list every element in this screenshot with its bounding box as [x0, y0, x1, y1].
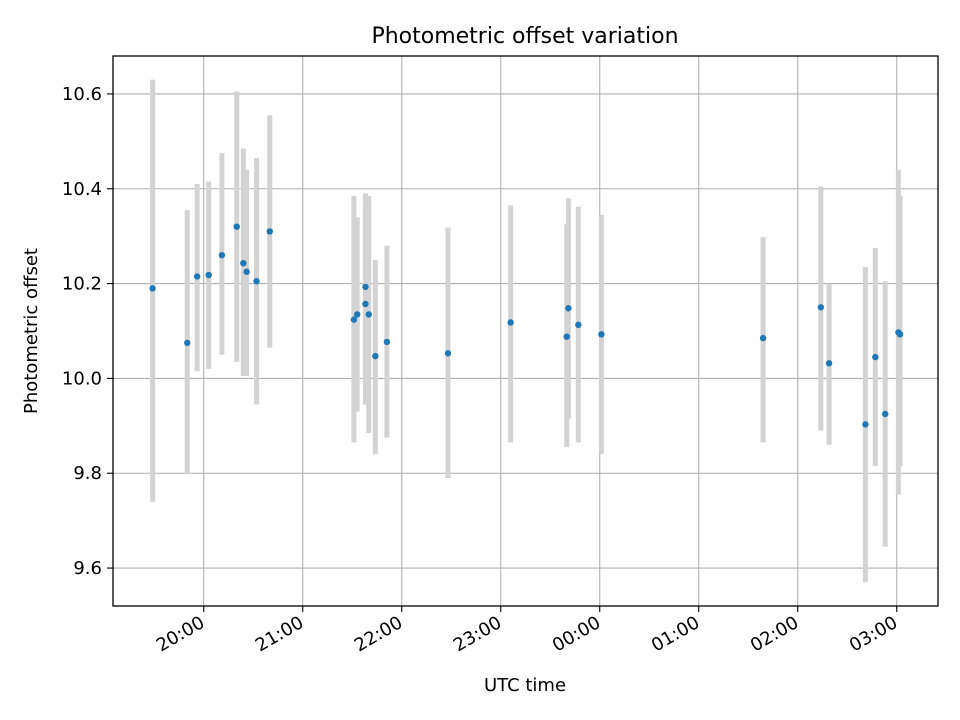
data-point: [565, 305, 572, 312]
plot-frame: [112, 55, 939, 607]
data-point: [218, 251, 226, 259]
data-point: [205, 271, 212, 279]
y-tick-label: 9.8: [73, 463, 102, 484]
data-point: [817, 304, 825, 311]
data-point: [365, 311, 372, 318]
y-tick-label: 10.0: [62, 368, 102, 389]
data-points: [149, 223, 904, 428]
y-tick-label: 10.4: [62, 179, 102, 200]
data-point: [896, 331, 904, 338]
data-point: [266, 228, 273, 235]
data-point: [372, 352, 379, 360]
data-point: [184, 339, 191, 347]
data-point: [882, 410, 889, 418]
y-axis-label: Photometric offset: [21, 248, 42, 414]
data-point: [149, 285, 156, 292]
data-point: [240, 259, 247, 267]
data-point: [243, 268, 250, 275]
data-point: [362, 283, 369, 291]
x-axis-label: UTC time: [484, 675, 566, 696]
data-point: [872, 353, 879, 361]
data-point: [350, 316, 358, 323]
data-point: [759, 334, 767, 342]
data-point: [862, 421, 869, 428]
data-point: [563, 333, 570, 340]
data-point: [507, 319, 514, 326]
data-point: [354, 311, 361, 318]
data-point: [575, 321, 582, 329]
data-point: [825, 360, 833, 367]
y-tick-label: 9.6: [73, 558, 102, 579]
data-point: [233, 223, 240, 230]
chart-title: Photometric offset variation: [371, 24, 678, 49]
data-point: [598, 331, 605, 338]
data-point: [383, 338, 391, 346]
data-point: [362, 300, 369, 308]
y-tick-label: 10.2: [62, 274, 102, 295]
y-axis-ticks: 9.6 9.8 10.0 10.2 10.4 10.6: [62, 84, 113, 579]
data-point: [253, 278, 260, 285]
data-point: [444, 350, 452, 357]
y-tick-label: 10.6: [62, 84, 102, 105]
data-point: [193, 273, 201, 280]
